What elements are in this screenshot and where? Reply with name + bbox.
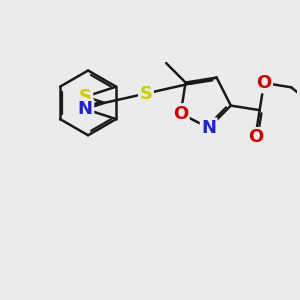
Text: N: N <box>201 119 216 137</box>
Text: O: O <box>248 128 263 146</box>
Text: S: S <box>79 88 92 106</box>
Text: O: O <box>173 104 188 122</box>
Text: N: N <box>78 100 93 118</box>
Text: S: S <box>140 85 152 103</box>
Text: O: O <box>256 74 272 92</box>
